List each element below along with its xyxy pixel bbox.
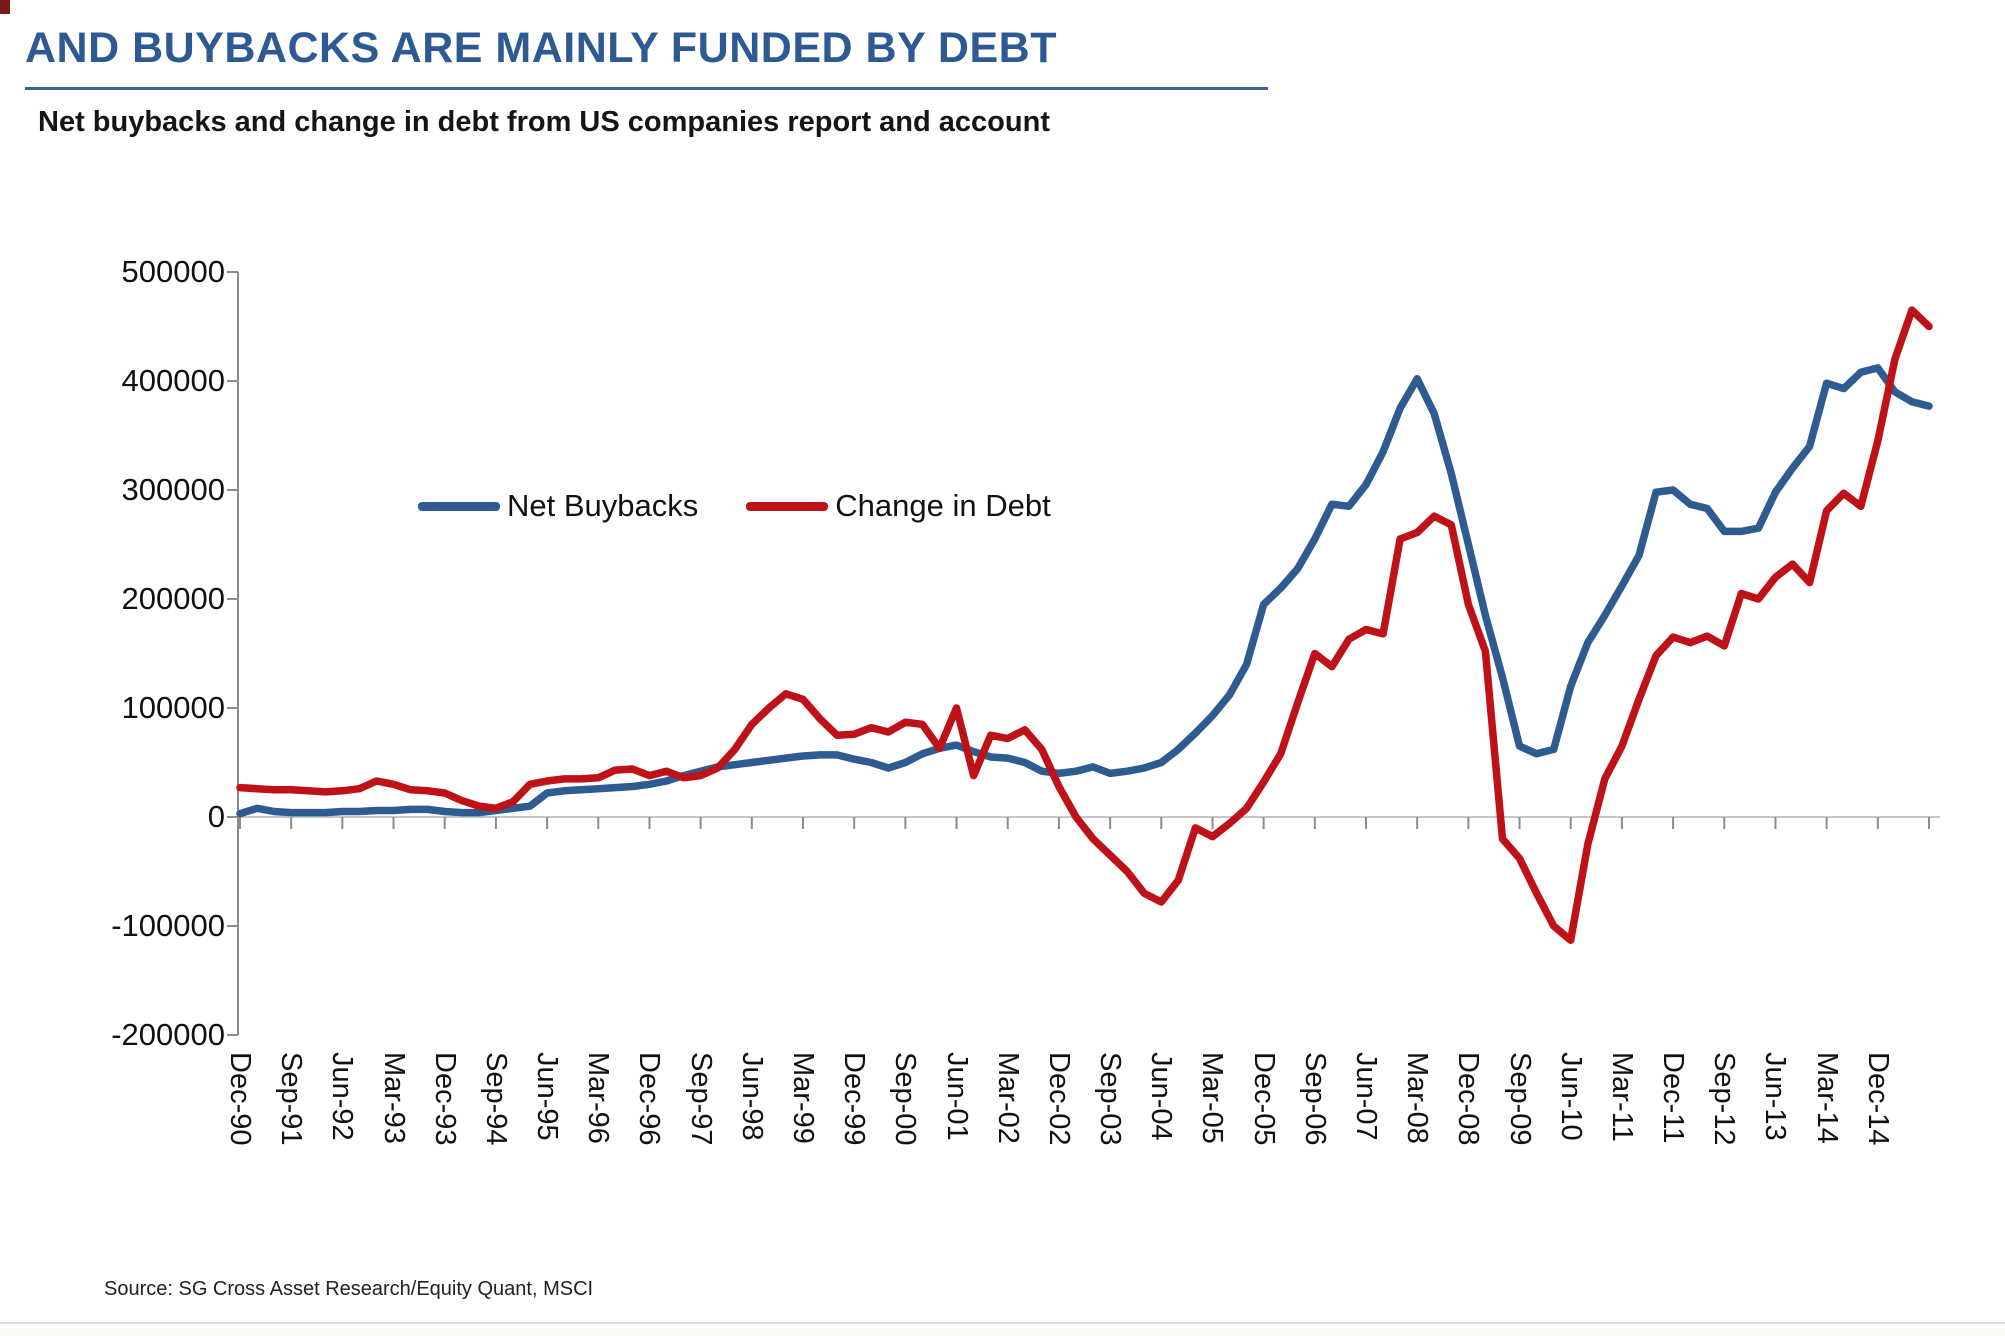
page-title: AND BUYBACKS ARE MAINLY FUNDED BY DEBT — [25, 24, 1057, 72]
slide-border-fragment — [0, 0, 10, 14]
legend-swatch-net-buybacks — [418, 501, 500, 511]
bottom-divider — [0, 1322, 2005, 1324]
legend-item-net-buybacks: Net Buybacks — [418, 488, 698, 524]
legend-label-change-in-debt: Change in Debt — [835, 488, 1051, 523]
legend-label-net-buybacks: Net Buybacks — [507, 488, 699, 523]
title-underline — [25, 87, 1268, 90]
chart-subtitle: Net buybacks and change in debt from US … — [38, 106, 1050, 138]
change-in-debt-line — [236, 306, 1933, 944]
chart-legend: Net Buybacks Change in Debt — [418, 488, 1099, 524]
source-caption: Source: SG Cross Asset Research/Equity Q… — [104, 1278, 594, 1300]
legend-swatch-change-in-debt — [746, 501, 829, 511]
legend-item-change-in-debt: Change in Debt — [746, 488, 1051, 524]
bottom-strip — [0, 1328, 2005, 1336]
net-buybacks-line — [236, 364, 1933, 818]
